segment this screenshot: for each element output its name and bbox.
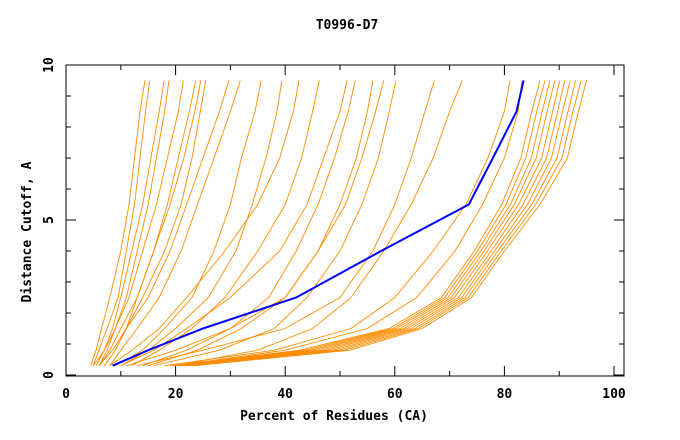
series-line (194, 80, 588, 367)
series-line (93, 80, 165, 366)
series-line (95, 80, 184, 366)
y-axis-label: Distance Cutoff, A (20, 161, 35, 302)
series-line (189, 80, 577, 367)
plot-frame (65, 64, 625, 377)
x-tick-label: 100 (602, 387, 626, 402)
series-line (104, 80, 207, 366)
series-line (183, 80, 566, 367)
series-line (98, 80, 230, 366)
series-line (98, 80, 202, 366)
y-tick-label: 5 (42, 216, 57, 224)
series-line (178, 80, 556, 367)
series-line (126, 80, 385, 367)
series-line (142, 80, 356, 367)
series-line (153, 80, 397, 367)
series-line (120, 80, 283, 367)
series-line (170, 80, 541, 367)
y-tick-label: 0 (42, 371, 57, 379)
x-tick-label: 60 (387, 387, 403, 402)
highlight-series-line (112, 80, 525, 367)
series-line (98, 80, 170, 366)
x-tick-label: 40 (277, 387, 293, 402)
series-line (175, 80, 523, 367)
series-line (90, 80, 146, 366)
series-line (175, 80, 463, 367)
series-line (172, 80, 546, 367)
series-line (92, 80, 151, 366)
series-line (131, 80, 320, 367)
series-line (181, 80, 561, 367)
series-line (115, 80, 262, 367)
x-axis-label: Percent of Residues (CA) (240, 409, 428, 424)
x-tick-label: 0 (62, 387, 70, 402)
y-tick-label: 10 (42, 57, 57, 73)
x-tick-label: 80 (497, 387, 513, 402)
chart-title: T0996-D7 (316, 18, 379, 33)
series-line (137, 80, 435, 367)
series-line (175, 80, 551, 367)
axis-ticks (65, 64, 624, 376)
series-line (186, 80, 571, 367)
series-line (109, 80, 241, 366)
series-line (109, 80, 300, 367)
series-line (164, 80, 511, 367)
x-tick-label: 20 (168, 387, 184, 402)
series-layer (90, 80, 588, 367)
series-line (120, 80, 348, 367)
series-line (191, 80, 582, 367)
